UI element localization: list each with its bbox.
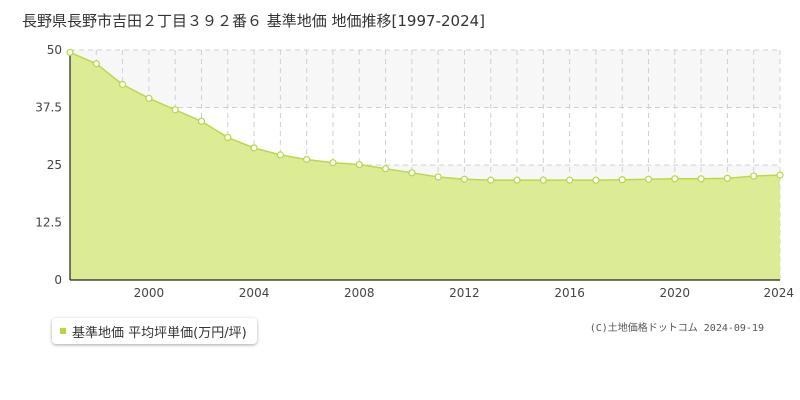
series-line [69,51,781,181]
x-tick-labels: 2000 2004 2008 2012 2016 2020 2024 [134,286,794,300]
legend-swatch [60,328,66,334]
data-point [750,172,758,180]
background-band [70,50,780,108]
copyright-text: (C)土地価格ドットコム 2024-09-19 [589,323,764,334]
x-tick-label: 2012 [449,286,480,300]
axes [69,50,780,281]
data-point [197,117,206,125]
data-point [224,133,232,141]
data-point [408,169,416,177]
data-point [776,171,784,179]
data-point [644,175,653,183]
x-tick-label: 2024 [763,286,794,300]
y-tick-label: 37.5 [35,101,62,115]
data-point [697,175,705,183]
data-points [66,48,784,184]
data-point [66,48,74,56]
x-tick-label: 2008 [344,286,375,300]
series-area [70,52,780,280]
data-point [145,94,153,102]
y-tick-labels: 0 12.5 25 37.5 50 [35,43,62,287]
y-tick-label: 25 [47,158,62,172]
data-point [92,60,100,68]
x-tick-label: 2020 [660,286,691,300]
data-point [487,176,495,184]
series-area-layer [69,51,781,280]
data-point [355,160,363,169]
y-tick-label: 12.5 [35,216,62,230]
data-point [566,176,574,184]
data-point [276,151,284,159]
data-point [539,176,547,184]
x-tick-label: 2004 [239,286,270,300]
x-tick-label: 2000 [134,286,165,300]
data-point [723,174,732,182]
x-tick-label: 2016 [554,286,585,300]
y-tick-label: 50 [47,43,62,57]
data-point [303,155,311,164]
legend-label: 基準地価 平均坪単価(万円/坪) [72,325,247,341]
data-point [434,173,442,181]
data-point [250,144,258,152]
data-point [118,80,127,89]
legend: 基準地価 平均坪単価(万円/坪) [52,318,257,344]
data-point [460,175,469,183]
data-point [592,176,600,184]
y-tick-label: 0 [54,273,62,287]
data-point [618,176,626,184]
data-point [171,106,179,114]
chart-title: 長野県長野市吉田２丁目３９２番６ 基準地価 地価推移[1997-2024] [22,12,486,30]
data-point [671,175,679,183]
data-point [329,159,337,167]
data-point [381,165,390,173]
data-point [513,176,521,184]
